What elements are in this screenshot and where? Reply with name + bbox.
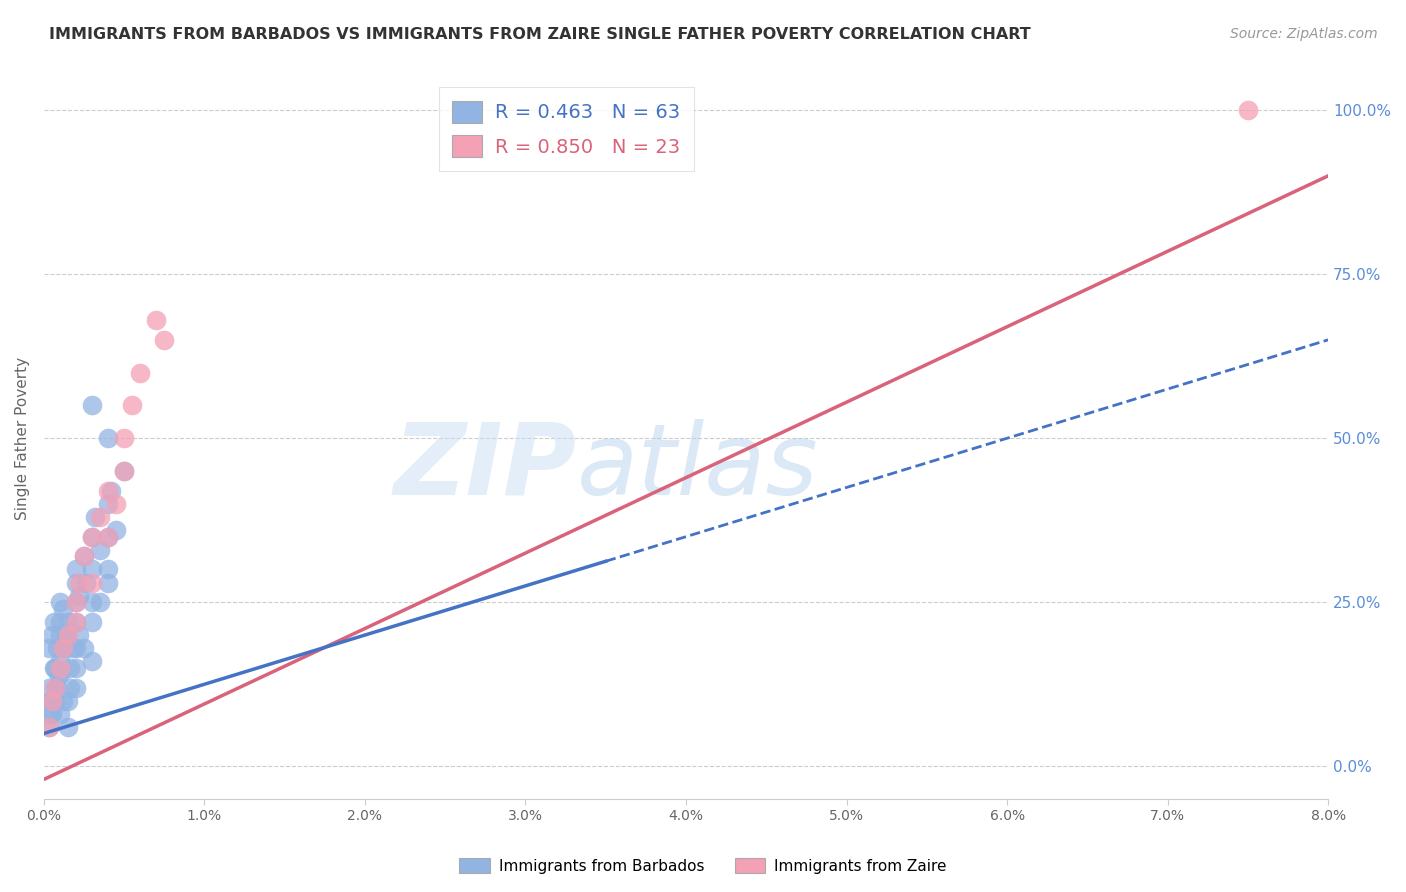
Point — [105, 523, 128, 537]
Point — [73, 641, 96, 656]
Point — [38, 720, 60, 734]
Point — [153, 333, 176, 347]
Point — [84, 510, 107, 524]
Point — [42, 615, 65, 629]
Point — [45, 641, 67, 656]
Point — [121, 399, 143, 413]
Point — [39, 693, 62, 707]
Point — [44, 681, 66, 695]
Point — [80, 654, 103, 668]
Point — [129, 366, 152, 380]
Point — [73, 549, 96, 564]
Point — [53, 641, 76, 656]
Legend: R = 0.463   N = 63, R = 0.850   N = 23: R = 0.463 N = 63, R = 0.850 N = 23 — [439, 87, 695, 171]
Point — [56, 615, 79, 629]
Point — [100, 483, 122, 498]
Point — [39, 706, 62, 721]
Point — [89, 542, 111, 557]
Point — [41, 706, 63, 721]
Point — [41, 628, 63, 642]
Point — [58, 661, 80, 675]
Y-axis label: Single Father Poverty: Single Father Poverty — [15, 357, 30, 520]
Point — [112, 431, 135, 445]
Point — [112, 464, 135, 478]
Point — [97, 497, 120, 511]
Text: atlas: atlas — [576, 418, 818, 516]
Point — [80, 595, 103, 609]
Point — [49, 661, 72, 675]
Point — [1237, 103, 1260, 118]
Point — [56, 628, 79, 642]
Point — [65, 615, 87, 629]
Point — [41, 693, 63, 707]
Point — [56, 693, 79, 707]
Point — [65, 641, 87, 656]
Point — [97, 483, 120, 498]
Point — [97, 530, 120, 544]
Point — [41, 693, 63, 707]
Point — [97, 575, 120, 590]
Point — [44, 661, 66, 675]
Point — [65, 595, 87, 609]
Point — [56, 720, 79, 734]
Point — [52, 641, 75, 656]
Point — [67, 589, 90, 603]
Point — [80, 575, 103, 590]
Point — [73, 549, 96, 564]
Point — [97, 562, 120, 576]
Point — [55, 628, 77, 642]
Point — [65, 595, 87, 609]
Point — [65, 615, 87, 629]
Point — [80, 399, 103, 413]
Point — [52, 693, 75, 707]
Text: ZIP: ZIP — [394, 418, 576, 516]
Point — [58, 681, 80, 695]
Point — [44, 681, 66, 695]
Point — [75, 575, 97, 590]
Point — [80, 615, 103, 629]
Point — [38, 641, 60, 656]
Point — [65, 575, 87, 590]
Point — [65, 562, 87, 576]
Legend: Immigrants from Barbados, Immigrants from Zaire: Immigrants from Barbados, Immigrants fro… — [453, 852, 953, 880]
Point — [89, 595, 111, 609]
Point — [42, 661, 65, 675]
Point — [44, 693, 66, 707]
Point — [62, 641, 84, 656]
Point — [97, 431, 120, 445]
Point — [46, 667, 69, 681]
Point — [89, 510, 111, 524]
Text: IMMIGRANTS FROM BARBADOS VS IMMIGRANTS FROM ZAIRE SINGLE FATHER POVERTY CORRELAT: IMMIGRANTS FROM BARBADOS VS IMMIGRANTS F… — [49, 27, 1031, 42]
Point — [67, 575, 90, 590]
Point — [49, 706, 72, 721]
Point — [67, 628, 90, 642]
Point — [49, 628, 72, 642]
Point — [80, 562, 103, 576]
Point — [49, 615, 72, 629]
Point — [45, 681, 67, 695]
Point — [38, 720, 60, 734]
Point — [49, 667, 72, 681]
Point — [145, 313, 167, 327]
Point — [105, 497, 128, 511]
Point — [112, 464, 135, 478]
Point — [38, 681, 60, 695]
Point — [80, 530, 103, 544]
Point — [97, 530, 120, 544]
Point — [65, 661, 87, 675]
Point — [49, 654, 72, 668]
Point — [52, 602, 75, 616]
Point — [49, 595, 72, 609]
Text: Source: ZipAtlas.com: Source: ZipAtlas.com — [1230, 27, 1378, 41]
Point — [55, 628, 77, 642]
Point — [65, 681, 87, 695]
Point — [52, 641, 75, 656]
Point — [80, 530, 103, 544]
